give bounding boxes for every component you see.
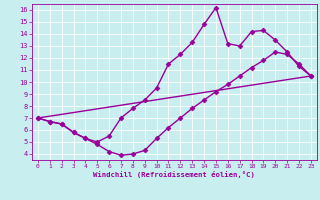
X-axis label: Windchill (Refroidissement éolien,°C): Windchill (Refroidissement éolien,°C) — [93, 171, 255, 178]
